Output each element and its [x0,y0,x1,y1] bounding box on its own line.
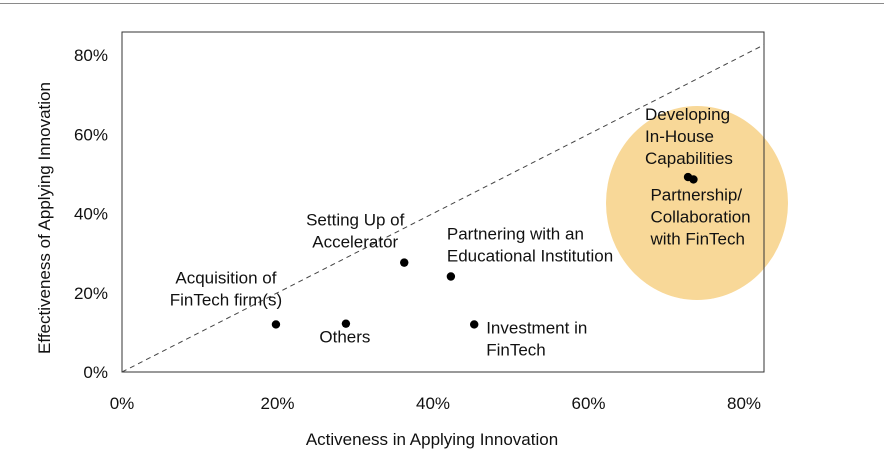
data-point [689,175,698,184]
point-label: Setting Up of Accelerator [306,211,405,252]
x-axis-title: Activeness in Applying Innovation [306,430,558,449]
y-tick-label: 80% [74,46,108,65]
point-label-line: Developing [645,105,730,124]
point-label-line: FinTech [486,340,546,359]
point-label-line: In-House [645,127,714,146]
data-point [446,272,456,281]
x-tick-label: 60% [571,394,605,413]
point-label-line: FinTech firm(s) [170,290,282,309]
y-axis-title: Effectiveness of Applying Innovation [35,82,54,354]
y-tick-label: 40% [74,205,108,224]
point-label-line: Partnership/ [650,185,742,204]
point-label: Partnering with an Educational Institutio… [447,225,613,266]
plot-area-border [121,31,765,373]
point-label: Acquisition of FinTech firm(s) [170,268,282,309]
y-tick-label: 0% [83,363,108,382]
y-tick-label: 60% [74,125,108,144]
diagonal-reference-line [121,44,765,373]
data-point [341,319,351,328]
data-point [400,258,409,267]
point-label-line: Setting Up of [306,211,405,230]
point-label: Investment in FinTech [486,318,587,359]
point-label-line: Acquisition of [175,268,276,287]
data-point [271,320,281,329]
x-tick-label: 40% [416,394,450,413]
point-label-line: Partnering with an [447,225,584,244]
point-label: Developing In-House Capabilities [645,105,733,168]
point-label-line: Accelerator [312,233,398,252]
point-label-line: Others [319,328,370,347]
top-divider [0,3,884,4]
point-label: Others [319,328,370,347]
point-label-line: with FinTech [649,229,744,248]
x-tick-label: 0% [110,394,135,413]
point-label-line: Collaboration [650,207,750,226]
highlight-ellipse [606,106,788,300]
x-tick-label: 80% [727,394,761,413]
point-label-line: Investment in [486,318,587,337]
point-label-line: Capabilities [645,149,733,168]
y-tick-label: 20% [74,284,108,303]
point-label-line: Educational Institution [447,247,613,266]
x-tick-label: 20% [260,394,294,413]
point-label: Partnership/Collaboration with FinTech [649,185,750,248]
data-point [470,320,479,329]
